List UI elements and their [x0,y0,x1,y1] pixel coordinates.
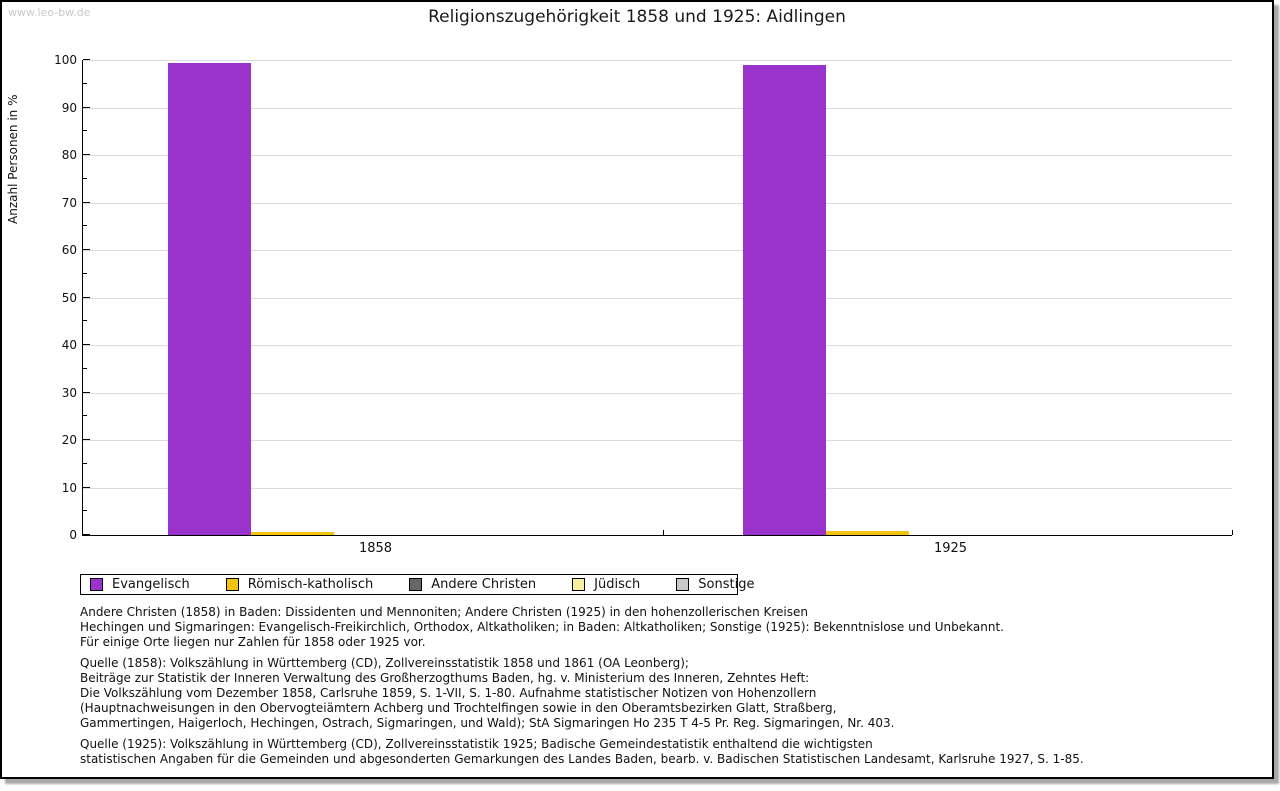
bar-1925-evangelisch [743,65,826,535]
y-axis-label: Anzahl Personen in % [6,94,20,224]
y-axis-minor-tick [83,320,87,322]
legend-label: Römisch-katholisch [247,577,374,592]
legend-label: Jüdisch [594,577,641,592]
y-axis-tick-label: 30 [61,385,77,400]
gridline [83,155,1232,156]
legend-item: Römisch-katholisch [225,577,374,592]
y-axis-tick [83,296,90,298]
y-axis-minor-tick [83,82,87,84]
y-axis-minor-tick [83,510,87,512]
y-axis-tick [83,439,90,440]
x-axis-category-label: 1858 [358,541,393,556]
y-axis-tick-label: 0 [69,528,77,542]
gridline [83,440,1232,441]
legend-label: Sonstige [698,577,755,592]
y-axis-tick-label: 10 [61,480,77,495]
y-axis-tick-label: 50 [61,290,77,305]
legend-swatch-evangelisch [90,578,103,591]
footnote-source-1858: Quelle (1858): Volkszählung in Württembe… [80,656,895,730]
footnotes: Andere Christen (1858) in Baden: Disside… [80,605,1230,773]
y-axis-minor-tick [83,415,87,417]
gridline [83,297,1232,299]
legend-label: Evangelisch [112,577,190,592]
gridline [83,202,1232,204]
legend-swatch-andere-christen [409,578,423,591]
y-axis-tick [83,59,90,60]
y-axis-tick-label: 40 [61,338,77,352]
y-axis-tick [83,344,90,345]
gridline [83,250,1232,251]
y-axis-tick [83,391,90,393]
y-axis-tick-label: 80 [61,148,77,162]
y-axis-tick-label: 20 [61,433,77,447]
y-axis-minor-tick [83,130,87,132]
y-axis-tick-label: 100 [54,53,77,67]
legend-swatch-sonstige [676,578,690,591]
footnote-note: Andere Christen (1858) in Baden: Disside… [80,605,1004,649]
legend: Evangelisch Römisch-katholisch Andere Chri… [80,574,754,595]
y-axis-minor-tick [83,272,87,274]
y-axis-minor-tick [83,177,87,179]
x-axis-boundary-tick [663,530,664,535]
watermark: www.leo-bw.de [8,6,91,19]
x-axis-boundary-tick [1232,530,1233,535]
y-axis-tick [83,534,90,535]
gridline [83,487,1232,489]
y-axis-minor-tick [83,367,87,369]
legend-item: Sonstige [676,577,754,592]
plot-area: 0 10 20 30 40 50 60 70 80 90 100 1858 1925 [54,53,1233,556]
y-axis-tick [83,106,90,108]
gridline [83,107,1232,109]
bar-1858-evangelisch [168,63,251,535]
y-axis-tick-label: 60 [61,243,77,257]
gridline [83,345,1232,346]
chart-title: Religionszugehörigkeit 1858 und 1925: Ai… [428,7,846,27]
y-axis-tick [83,201,90,203]
y-axis-tick [83,154,90,155]
legend-item: Evangelisch [90,577,190,592]
legend-swatch-r-misch-katholisch [225,578,239,591]
y-axis-tick [83,486,90,488]
legend-swatch-j-disch [572,578,586,591]
y-axis-minor-tick [83,225,87,227]
gridline [83,60,1232,61]
gridline [83,392,1232,394]
legend-item: Andere Christen [409,577,536,592]
legend-item: Jüdisch [572,577,640,592]
y-axis-tick-label: 70 [61,195,77,210]
y-axis-tick-label: 90 [61,100,77,115]
bar-1858-r-misch-katholisch [251,531,334,535]
y-axis-minor-tick [83,462,87,464]
footnote-source-1925: Quelle (1925): Volkszählung in Württembe… [80,737,1084,766]
x-axis-category-label: 1925 [933,541,968,556]
legend-label: Andere Christen [431,577,537,592]
bar-1925-r-misch-katholisch [826,530,909,535]
y-axis-tick [83,249,90,250]
